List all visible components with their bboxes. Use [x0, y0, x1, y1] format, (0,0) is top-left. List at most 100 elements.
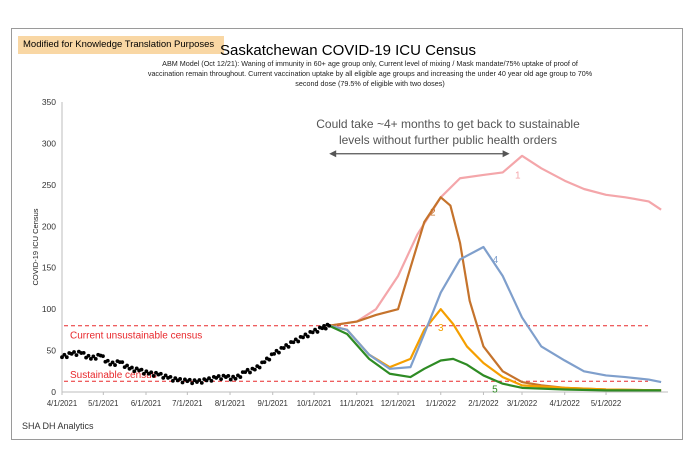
x-tick-label: 1/1/2022 [426, 399, 456, 408]
observed-point [163, 373, 168, 378]
observed-point [170, 378, 175, 383]
observed-point [74, 353, 79, 358]
observed-point [105, 358, 110, 363]
observed-point [129, 365, 134, 370]
observed-point [315, 330, 320, 334]
x-tick-label: 5/1/2022 [591, 399, 621, 408]
observed-point [322, 324, 326, 328]
reference-label: Sustainable census [70, 370, 157, 381]
observed-point [228, 377, 233, 382]
observed-point [219, 377, 223, 382]
observed-point [243, 370, 248, 375]
observed-point [197, 378, 202, 382]
observed-point [301, 335, 305, 340]
observed-point [248, 370, 252, 375]
observed-point [209, 378, 214, 383]
observed-point [93, 356, 98, 361]
observed-point [91, 354, 96, 359]
observed-point [62, 352, 67, 357]
arrow-head-left [329, 150, 337, 158]
observed-point [101, 354, 105, 359]
x-tick-label: 2/1/2022 [468, 399, 498, 408]
series-label: 3 [438, 323, 444, 334]
observed-point [207, 376, 211, 381]
subtitle-line: ABM Model (Oct 12/21): Waning of immunit… [162, 59, 578, 68]
y-tick-label: 150 [42, 263, 56, 273]
observed-point [323, 326, 328, 331]
observed-point [158, 371, 163, 376]
observed-point [142, 371, 146, 376]
observed-point [144, 369, 149, 374]
chart-frame [11, 28, 683, 440]
observed-point [110, 360, 115, 365]
observed-point [161, 376, 166, 380]
observed-point [81, 350, 86, 355]
arrow-head-right [502, 150, 510, 158]
observed-point [173, 376, 178, 381]
source-footer: SHA DH Analytics [22, 421, 94, 431]
x-tick-label: 9/1/2021 [258, 399, 288, 408]
series-line-1 [329, 154, 662, 327]
observed-point [286, 344, 291, 349]
observed-point [187, 377, 192, 382]
observed-point [108, 362, 113, 367]
observed-point [125, 363, 129, 368]
observed-point [132, 369, 137, 374]
observed-point [313, 327, 317, 332]
observed-point [305, 334, 310, 339]
observed-point [72, 350, 76, 354]
series-line-3 [328, 308, 662, 392]
series-line-5 [328, 324, 662, 392]
series-label: 5 [492, 385, 498, 396]
x-tick-label: 4/1/2021 [47, 399, 77, 408]
kt-banner: Modified for Knowledge Translation Purpo… [18, 36, 224, 54]
observed-point [168, 374, 173, 379]
y-tick-label: 50 [47, 346, 57, 356]
observed-point [327, 323, 332, 328]
x-tick-label: 11/1/2021 [340, 399, 374, 408]
y-tick-label: 250 [42, 180, 56, 190]
x-tick-label: 6/1/2021 [131, 399, 161, 408]
x-tick-label: 3/1/2022 [507, 399, 537, 408]
y-tick-label: 300 [42, 138, 56, 148]
annotation-text: levels without further public health ord… [339, 133, 557, 147]
observed-point [149, 370, 154, 375]
series-label: 2 [430, 207, 436, 218]
subtitle-line: second dose (79.5% of eligible with two … [295, 79, 445, 88]
y-axis-label: COVID-19 ICU Census [31, 208, 40, 285]
series-label: 4 [493, 255, 499, 266]
observed-point [199, 380, 204, 385]
observed-point [277, 350, 281, 355]
observed-point [151, 373, 156, 378]
observed-point [113, 363, 117, 367]
x-tick-label: 10/1/2021 [297, 399, 332, 408]
observed-point [238, 375, 243, 379]
observed-point [245, 367, 250, 372]
observed-point [267, 357, 272, 362]
chart-subtitle: ABM Model (Oct 12/21): Waning of immunit… [100, 59, 640, 89]
observed-point [233, 376, 238, 381]
observed-point [252, 367, 257, 372]
annotation-text: Could take ~4+ months to get back to sus… [316, 117, 580, 131]
y-tick-label: 100 [42, 304, 56, 314]
y-tick-label: 350 [42, 97, 56, 107]
observed-point [204, 378, 209, 383]
observed-point [64, 355, 69, 360]
x-tick-label: 4/1/2022 [550, 399, 580, 408]
y-tick-label: 0 [51, 387, 56, 397]
observed-point [262, 360, 267, 365]
observed-point [178, 377, 183, 381]
observed-point [216, 374, 221, 378]
observed-point [291, 340, 296, 345]
series-line-4 [328, 245, 662, 384]
observed-point [190, 381, 195, 386]
chart-title: Saskatchewan COVID-19 ICU Census [220, 42, 476, 59]
subtitle-line: vaccination remain throughout. Current v… [147, 69, 593, 78]
x-tick-label: 8/1/2021 [215, 399, 245, 408]
observed-point [180, 380, 185, 385]
observed-point [296, 339, 301, 344]
observed-point [281, 346, 286, 350]
x-tick-label: 12/1/2021 [381, 399, 416, 408]
observed-point [139, 367, 144, 372]
reference-label: Current unsustainable census [70, 331, 202, 342]
